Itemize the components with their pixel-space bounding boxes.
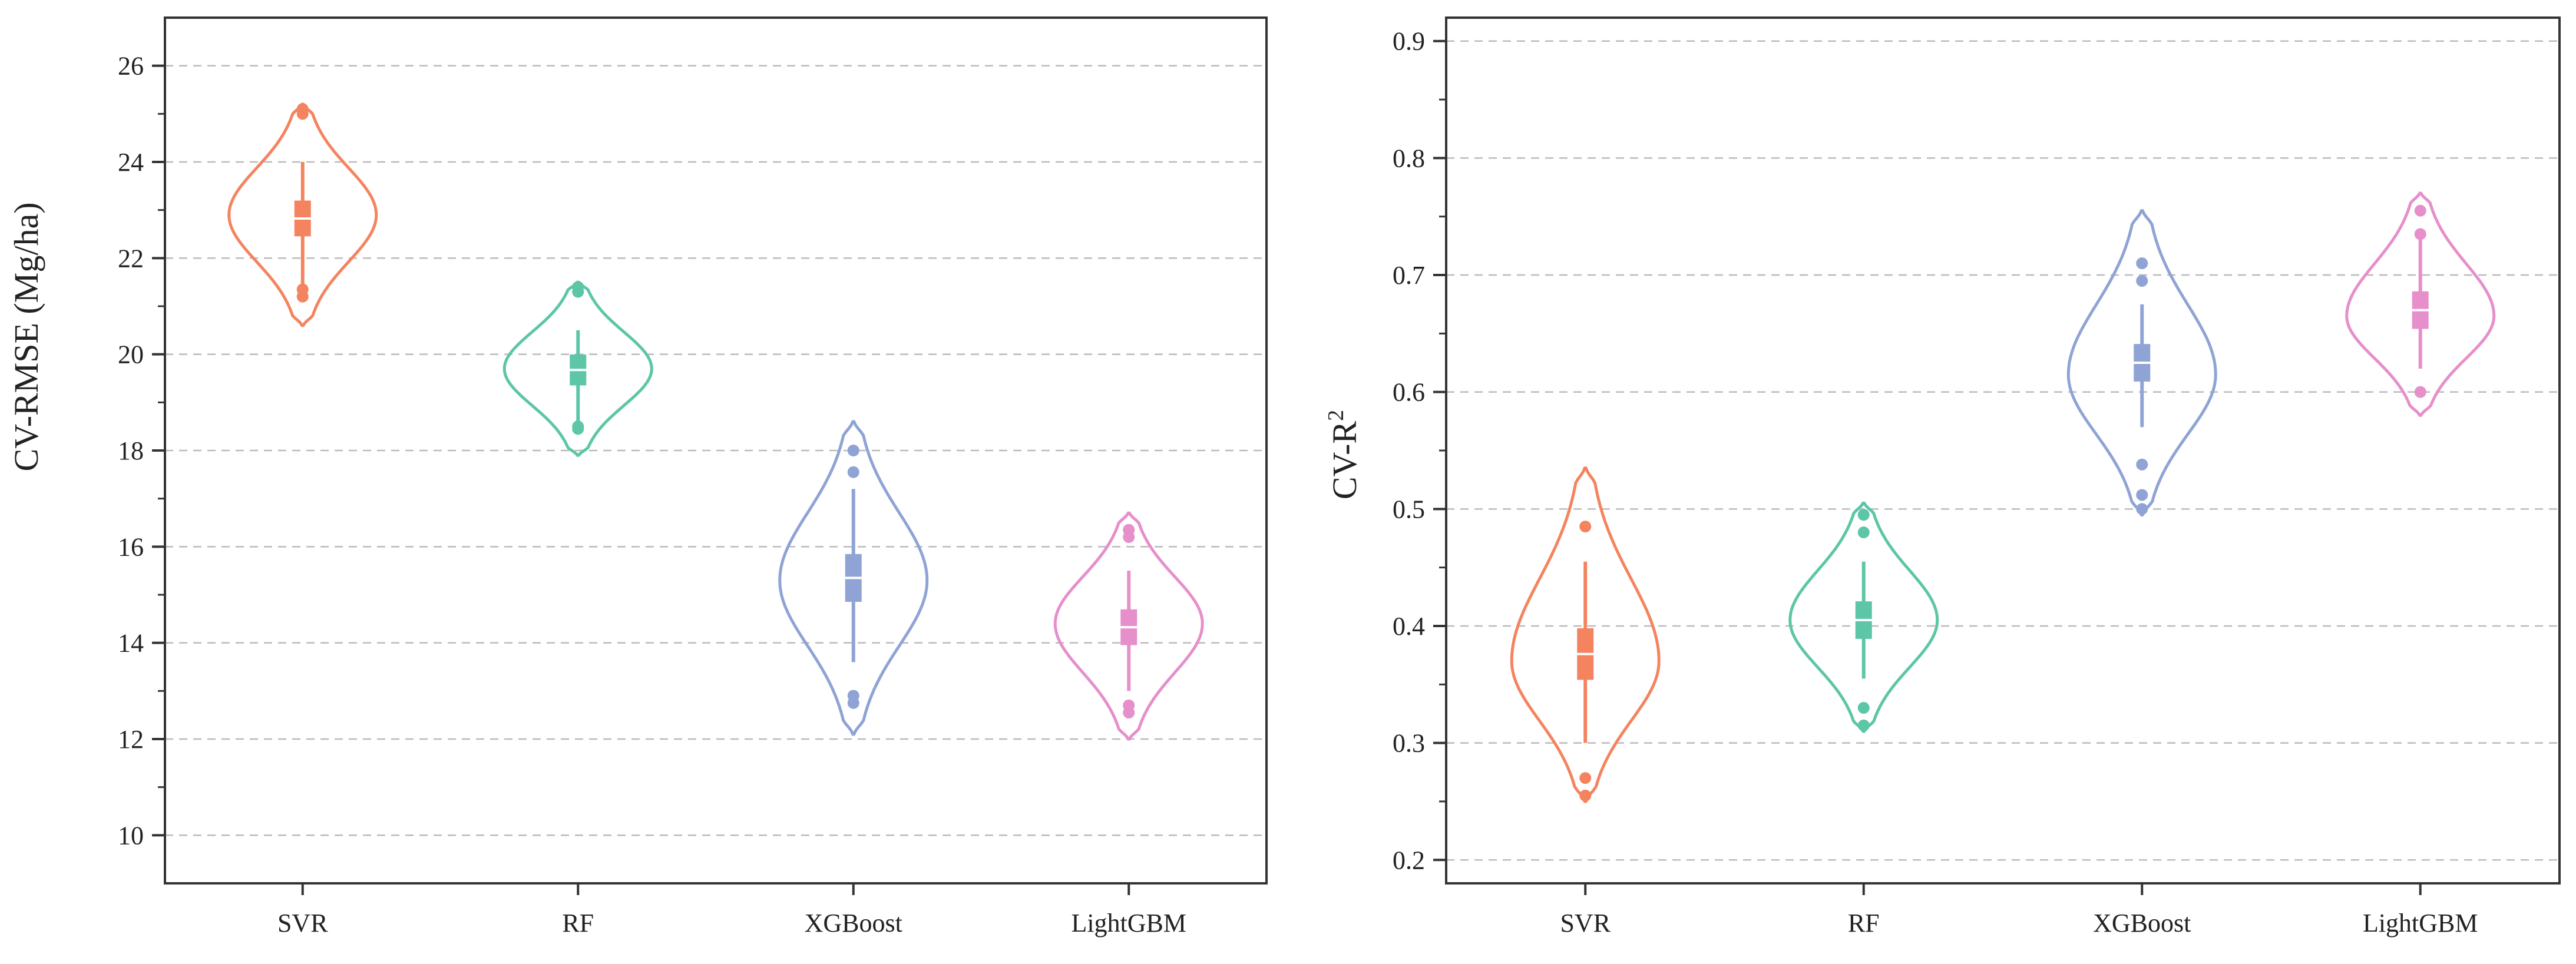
r2-x-label-rf: RF xyxy=(1848,909,1880,938)
r2-y-tick-label: 0.7 xyxy=(1393,261,1425,290)
rmse-y-tick-label: 10 xyxy=(118,821,144,850)
rmse-grid xyxy=(165,65,1266,836)
outlier-xgboost xyxy=(2136,458,2148,471)
rmse-violins xyxy=(227,102,1204,741)
outlier-lightgbm xyxy=(2414,386,2426,398)
rmse-x-label-svr: SVR xyxy=(277,909,328,938)
violin-shape-svr xyxy=(1510,466,1661,803)
rmse-x-label-xgboost: XGBoost xyxy=(805,909,902,938)
rmse-x-label-rf: RF xyxy=(562,909,594,938)
violin-shape-xgboost xyxy=(778,420,929,736)
rmse-y-tick-label: 12 xyxy=(118,725,144,754)
outlier-svr xyxy=(296,103,309,115)
outlier-svr xyxy=(1579,521,1592,533)
r2-y-tick-label: 0.2 xyxy=(1393,846,1425,874)
rmse-ticks: 10 12 14 16 18 20 22 24 26 SVR RF XGBoost LightGBM xyxy=(118,52,1186,938)
violin-lightgbm xyxy=(1053,511,1204,741)
outlier-rf xyxy=(1857,702,1870,714)
rmse-x-label-lightgbm: LightGBM xyxy=(1071,909,1186,938)
r2-grid xyxy=(1446,40,2560,861)
violin-shape-lightgbm xyxy=(2345,191,2496,417)
r2-y-tick-label: 0.5 xyxy=(1393,495,1425,524)
r2-x-label-svr: SVR xyxy=(1560,909,1611,938)
outlier-xgboost xyxy=(847,690,859,702)
outlier-lightgbm xyxy=(2414,204,2426,217)
r2-x-label-lightgbm: LightGBM xyxy=(2363,909,2478,938)
outlier-rf xyxy=(572,420,584,433)
violin-rf xyxy=(502,280,653,457)
outlier-xgboost xyxy=(2136,257,2148,270)
r2-y-tick-label: 0.4 xyxy=(1393,612,1425,641)
outlier-lightgbm xyxy=(1123,524,1135,536)
outlier-xgboost xyxy=(2136,503,2148,515)
violin-shape-rf xyxy=(1788,501,1939,733)
outlier-svr xyxy=(296,283,309,296)
outlier-xgboost xyxy=(2136,274,2148,287)
r2-y-axis-title-main: CV-R xyxy=(1325,421,1364,500)
outlier-rf xyxy=(572,281,584,293)
r2-y-tick-label: 0.9 xyxy=(1393,27,1425,56)
outlier-lightgbm xyxy=(2414,228,2426,240)
rmse-y-tick-label: 16 xyxy=(118,532,144,561)
r2-panel: 0.2 0.3 0.4 0.5 0.6 0.7 0.8 0.9 SVR RF XGBoost Ligh… xyxy=(1324,16,2561,938)
r2-x-label-xgboost: XGBoost xyxy=(2093,909,2191,938)
rmse-y-tick-label: 26 xyxy=(118,52,144,81)
rmse-y-tick-label: 24 xyxy=(118,148,144,177)
outlier-svr xyxy=(1579,790,1592,802)
outlier-xgboost xyxy=(847,445,859,456)
r2-ticks: 0.2 0.3 0.4 0.5 0.6 0.7 0.8 0.9 SVR RF XGBoost Ligh… xyxy=(1393,27,2478,938)
violin-svr xyxy=(1510,466,1661,803)
outlier-rf xyxy=(1857,719,1870,731)
r2-violins xyxy=(1510,191,2496,803)
violin-xgboost xyxy=(2066,209,2217,516)
r2-y-tick-label: 0.8 xyxy=(1393,144,1425,173)
r2-y-tick-label: 0.3 xyxy=(1393,729,1425,758)
outlier-lightgbm xyxy=(1123,699,1135,711)
outlier-xgboost xyxy=(2136,489,2148,501)
outlier-xgboost xyxy=(847,466,859,478)
rmse-y-tick-label: 18 xyxy=(118,436,144,465)
rmse-y-axis-title: CV-RMSE (Mg/ha) xyxy=(7,202,45,471)
rmse-y-tick-label: 20 xyxy=(118,340,144,369)
rmse-y-tick-label: 22 xyxy=(118,244,144,273)
outlier-svr xyxy=(1579,772,1592,784)
violin-shape-xgboost xyxy=(2066,209,2217,516)
outlier-rf xyxy=(1857,526,1870,539)
rmse-panel: 10 12 14 16 18 20 22 24 26 SVR RF XGBoost LightGBM C… xyxy=(7,16,1268,938)
outlier-rf xyxy=(1857,509,1870,521)
violin-lightgbm xyxy=(2345,191,2496,417)
r2-plot-frame xyxy=(1445,16,2561,885)
violin-shape-lightgbm xyxy=(1053,511,1204,741)
r2-y-axis-title: CV-R2 xyxy=(1324,410,1364,499)
r2-y-axis-title-sup: 2 xyxy=(1324,410,1348,421)
violin-rf xyxy=(1788,501,1939,733)
r2-y-tick-label: 0.6 xyxy=(1393,378,1425,407)
violin-xgboost xyxy=(778,420,929,736)
violin-svr xyxy=(227,102,378,327)
rmse-y-tick-label: 14 xyxy=(118,629,144,658)
